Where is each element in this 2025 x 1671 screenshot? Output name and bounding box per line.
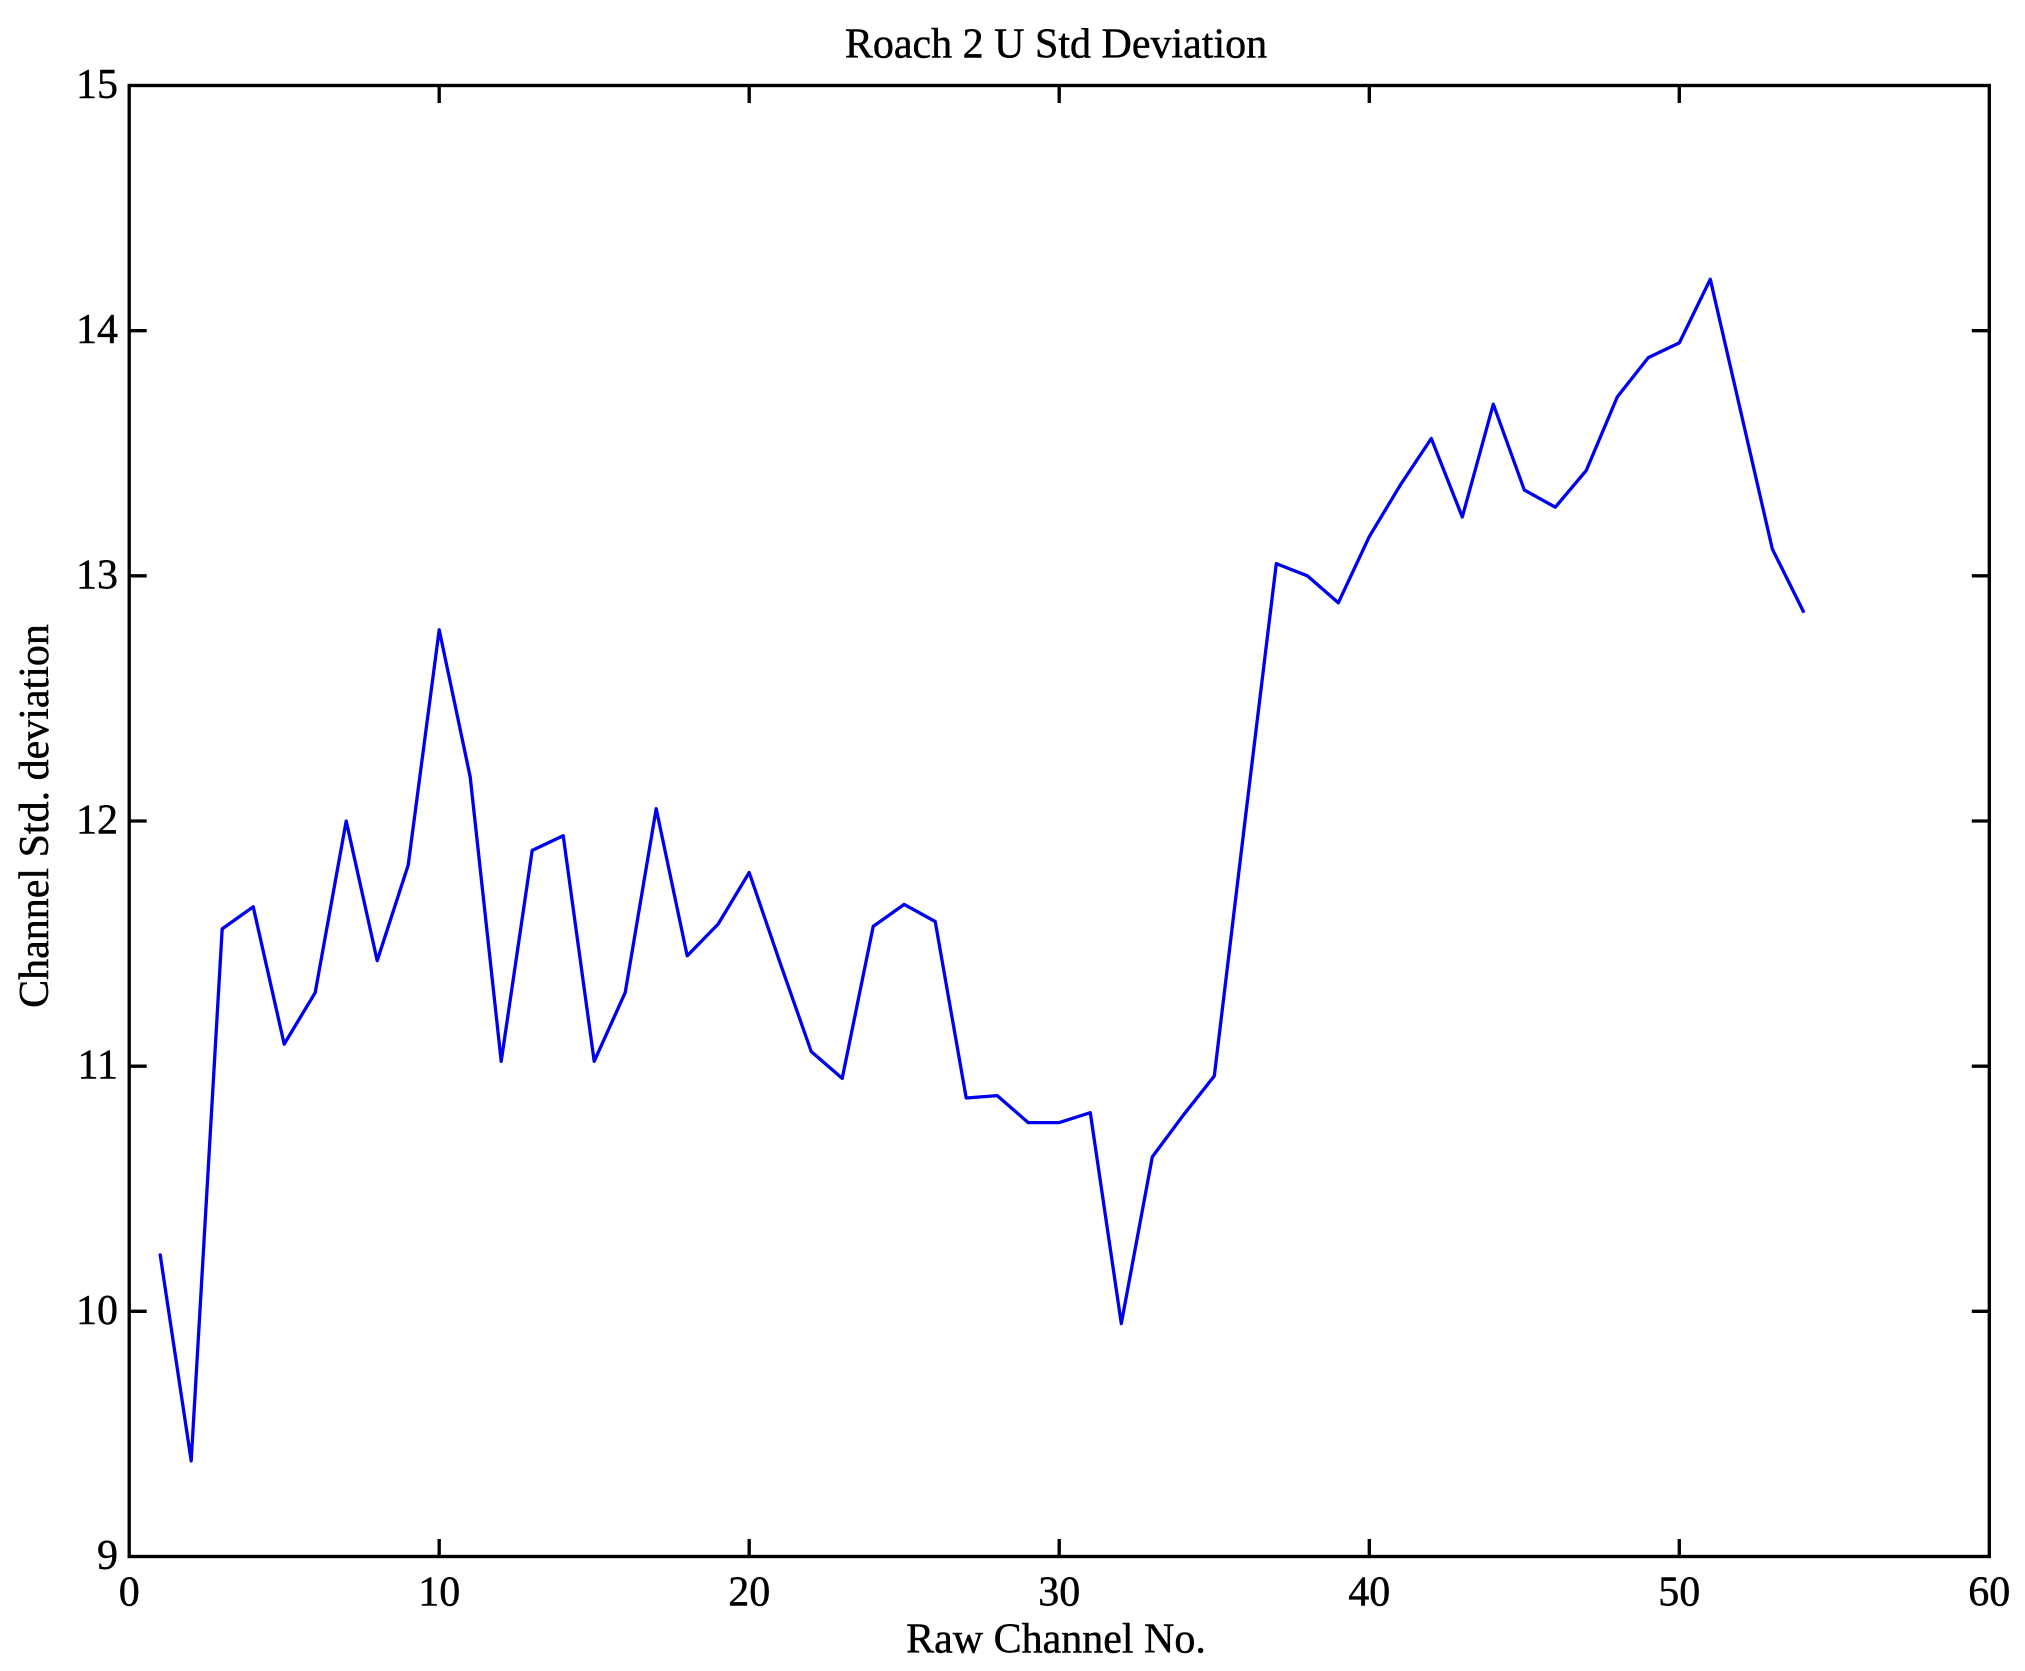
svg-text:14: 14 — [76, 307, 118, 353]
svg-text:Roach 2 U Std Deviation: Roach 2 U Std Deviation — [845, 22, 1267, 68]
svg-text:12: 12 — [76, 798, 118, 844]
svg-text:20: 20 — [728, 1569, 770, 1615]
svg-text:11: 11 — [78, 1043, 118, 1089]
svg-text:10: 10 — [418, 1569, 460, 1615]
svg-text:40: 40 — [1348, 1569, 1390, 1615]
svg-text:30: 30 — [1038, 1569, 1080, 1615]
svg-text:9: 9 — [97, 1533, 118, 1579]
svg-text:0: 0 — [119, 1569, 140, 1615]
svg-text:60: 60 — [1968, 1569, 2010, 1615]
svg-text:Raw Channel No.: Raw Channel No. — [906, 1616, 1206, 1662]
svg-text:10: 10 — [76, 1288, 118, 1334]
svg-text:13: 13 — [76, 552, 118, 598]
svg-text:Channel Std. deviation: Channel Std. deviation — [12, 624, 58, 1008]
svg-text:15: 15 — [76, 62, 118, 108]
svg-text:50: 50 — [1658, 1569, 1700, 1615]
